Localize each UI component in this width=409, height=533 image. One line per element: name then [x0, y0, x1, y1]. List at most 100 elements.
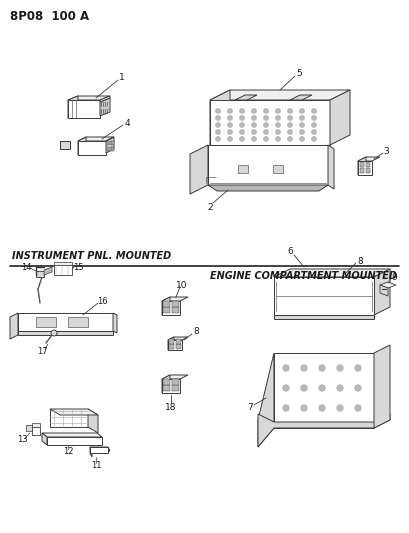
Polygon shape	[238, 165, 248, 173]
Polygon shape	[113, 313, 117, 333]
Circle shape	[240, 116, 244, 120]
Circle shape	[301, 385, 307, 391]
Polygon shape	[162, 297, 170, 315]
Circle shape	[300, 109, 304, 113]
Circle shape	[216, 137, 220, 141]
Circle shape	[276, 137, 280, 141]
Circle shape	[283, 365, 289, 371]
Polygon shape	[54, 265, 72, 275]
Circle shape	[252, 116, 256, 120]
Polygon shape	[358, 157, 380, 161]
Polygon shape	[36, 317, 56, 327]
Polygon shape	[168, 337, 174, 350]
Circle shape	[301, 405, 307, 411]
Polygon shape	[169, 344, 174, 349]
Polygon shape	[258, 353, 274, 447]
Circle shape	[355, 385, 361, 391]
Polygon shape	[162, 375, 188, 379]
Polygon shape	[168, 340, 182, 350]
Polygon shape	[10, 313, 18, 339]
Text: 2: 2	[207, 204, 213, 213]
Polygon shape	[78, 141, 106, 155]
Polygon shape	[110, 147, 112, 151]
Text: 8: 8	[193, 327, 199, 336]
Polygon shape	[47, 437, 102, 445]
Circle shape	[228, 109, 232, 113]
Circle shape	[228, 116, 232, 120]
Polygon shape	[36, 271, 44, 277]
Polygon shape	[330, 90, 350, 145]
Circle shape	[283, 385, 289, 391]
Circle shape	[276, 116, 280, 120]
Polygon shape	[54, 262, 72, 265]
Polygon shape	[68, 100, 100, 118]
Circle shape	[228, 123, 232, 127]
Circle shape	[264, 123, 268, 127]
Circle shape	[288, 123, 292, 127]
Circle shape	[288, 130, 292, 134]
Circle shape	[301, 365, 307, 371]
Polygon shape	[163, 307, 170, 313]
Polygon shape	[360, 162, 364, 167]
Circle shape	[288, 109, 292, 113]
Circle shape	[228, 130, 232, 134]
Circle shape	[264, 137, 268, 141]
Text: INSTRUMENT PNL. MOUNTED: INSTRUMENT PNL. MOUNTED	[12, 251, 171, 261]
Polygon shape	[168, 337, 188, 340]
Text: 12: 12	[63, 447, 73, 456]
Polygon shape	[366, 168, 370, 173]
Circle shape	[240, 109, 244, 113]
Circle shape	[216, 130, 220, 134]
Polygon shape	[210, 100, 330, 145]
Text: ENGINE COMPARTMENT MOUNTED: ENGINE COMPARTMENT MOUNTED	[210, 271, 397, 281]
Polygon shape	[374, 345, 390, 428]
Polygon shape	[100, 96, 110, 102]
Polygon shape	[162, 297, 188, 301]
Circle shape	[216, 123, 220, 127]
Circle shape	[228, 137, 232, 141]
Polygon shape	[44, 267, 52, 275]
Circle shape	[319, 365, 325, 371]
Text: 16: 16	[97, 296, 107, 305]
Polygon shape	[88, 409, 98, 433]
Polygon shape	[68, 96, 78, 118]
Polygon shape	[163, 379, 170, 385]
Polygon shape	[162, 375, 170, 393]
Circle shape	[276, 123, 280, 127]
Circle shape	[312, 123, 316, 127]
Polygon shape	[176, 344, 181, 349]
Polygon shape	[169, 339, 174, 344]
Polygon shape	[162, 301, 180, 315]
Polygon shape	[100, 98, 110, 116]
Circle shape	[240, 123, 244, 127]
Circle shape	[276, 130, 280, 134]
Circle shape	[240, 137, 244, 141]
Circle shape	[283, 405, 289, 411]
Text: 8P08  100 A: 8P08 100 A	[10, 10, 89, 23]
Polygon shape	[112, 147, 114, 151]
Polygon shape	[163, 385, 170, 391]
Circle shape	[216, 116, 220, 120]
Polygon shape	[68, 317, 88, 327]
Circle shape	[337, 385, 343, 391]
Text: 18: 18	[165, 402, 177, 411]
Text: 14: 14	[21, 263, 31, 272]
Text: 7: 7	[247, 403, 253, 413]
Polygon shape	[380, 282, 396, 288]
Circle shape	[288, 137, 292, 141]
Circle shape	[312, 116, 316, 120]
Circle shape	[312, 137, 316, 141]
Text: 9: 9	[391, 272, 397, 281]
Polygon shape	[328, 145, 334, 189]
Polygon shape	[274, 269, 390, 277]
Polygon shape	[106, 137, 114, 153]
Circle shape	[337, 365, 343, 371]
Polygon shape	[163, 301, 170, 307]
Polygon shape	[366, 162, 370, 167]
Polygon shape	[32, 423, 40, 427]
Polygon shape	[107, 147, 109, 151]
Polygon shape	[172, 307, 179, 313]
Polygon shape	[162, 379, 180, 393]
Polygon shape	[210, 90, 350, 100]
Polygon shape	[176, 339, 181, 344]
